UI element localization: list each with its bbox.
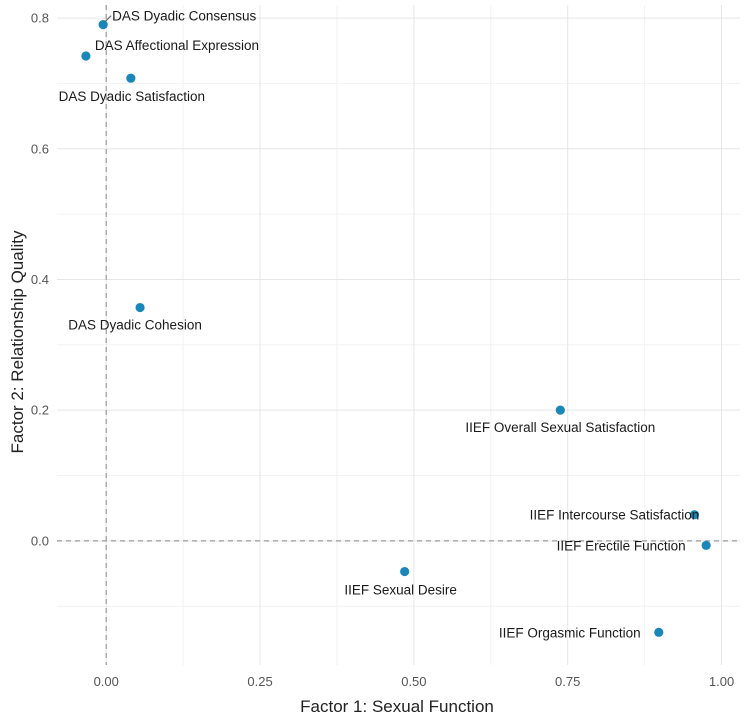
point-label: DAS Affectional Expression xyxy=(95,38,259,53)
data-point xyxy=(126,73,136,83)
point-label: IIEF Intercourse Satisfaction xyxy=(530,508,700,523)
point-label: DAS Dyadic Consensus xyxy=(112,9,256,24)
y-tick-label: 0.2 xyxy=(31,403,49,418)
point-label: IIEF Erectile Function xyxy=(557,538,686,553)
point-labels: DAS Dyadic Consensus DAS Affectional Expr… xyxy=(59,9,700,641)
point-label: IIEF Orgasmic Function xyxy=(499,625,641,640)
data-point xyxy=(98,20,108,30)
y-tick-label: 0.0 xyxy=(31,533,49,548)
label-leader-line xyxy=(104,15,112,22)
data-points xyxy=(81,20,711,637)
data-point xyxy=(555,405,565,415)
data-point xyxy=(701,540,711,551)
data-point xyxy=(689,510,700,520)
data-point xyxy=(400,566,410,577)
point-label: DAS Dyadic Satisfaction xyxy=(59,89,205,104)
x-tick-label: 1.00 xyxy=(709,674,734,689)
reference-lines xyxy=(57,5,740,665)
x-axis-ticks: 0.00 0.25 0.50 0.75 1.00 xyxy=(94,674,735,689)
y-tick-label: 0.8 xyxy=(31,11,49,26)
x-tick-label: 0.00 xyxy=(94,674,119,689)
x-tick-label: 0.25 xyxy=(247,674,272,689)
x-tick-label: 0.50 xyxy=(401,674,426,689)
y-tick-label: 0.4 xyxy=(31,272,49,287)
point-label: IIEF Overall Sexual Satisfaction xyxy=(465,420,655,435)
point-label: IIEF Sexual Desire xyxy=(344,583,457,598)
y-axis-title: Factor 2: Relationship Quality xyxy=(8,230,27,453)
grid xyxy=(57,5,740,665)
data-point xyxy=(81,51,91,61)
x-tick-label: 0.75 xyxy=(555,674,580,689)
x-axis-title: Factor 1: Sexual Function xyxy=(300,697,494,716)
data-point xyxy=(654,627,664,637)
point-label: DAS Dyadic Cohesion xyxy=(68,318,202,333)
y-axis-ticks: 0.0 0.2 0.4 0.6 0.8 xyxy=(31,11,49,549)
y-tick-label: 0.6 xyxy=(31,141,49,156)
data-point xyxy=(135,302,145,313)
